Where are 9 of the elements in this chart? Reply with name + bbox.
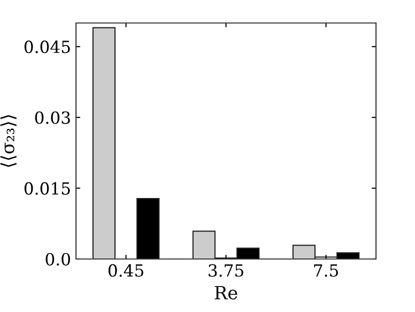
y-tick-label: 0.0 — [46, 252, 70, 266]
x-tick-label: 0.45 — [108, 264, 144, 277]
x-tick-label: 7.5 — [314, 264, 338, 277]
y-tick-label: 0.015 — [24, 182, 70, 195]
x-tick-label: 3.75 — [208, 264, 244, 277]
y-axis-title: ⟨⟨σ₂₃⟩⟩ — [0, 115, 16, 167]
y-tick-label: 0.045 — [24, 40, 70, 54]
x-axis-title: Re — [214, 286, 238, 300]
y-tick-label: 0.03 — [35, 111, 70, 124]
